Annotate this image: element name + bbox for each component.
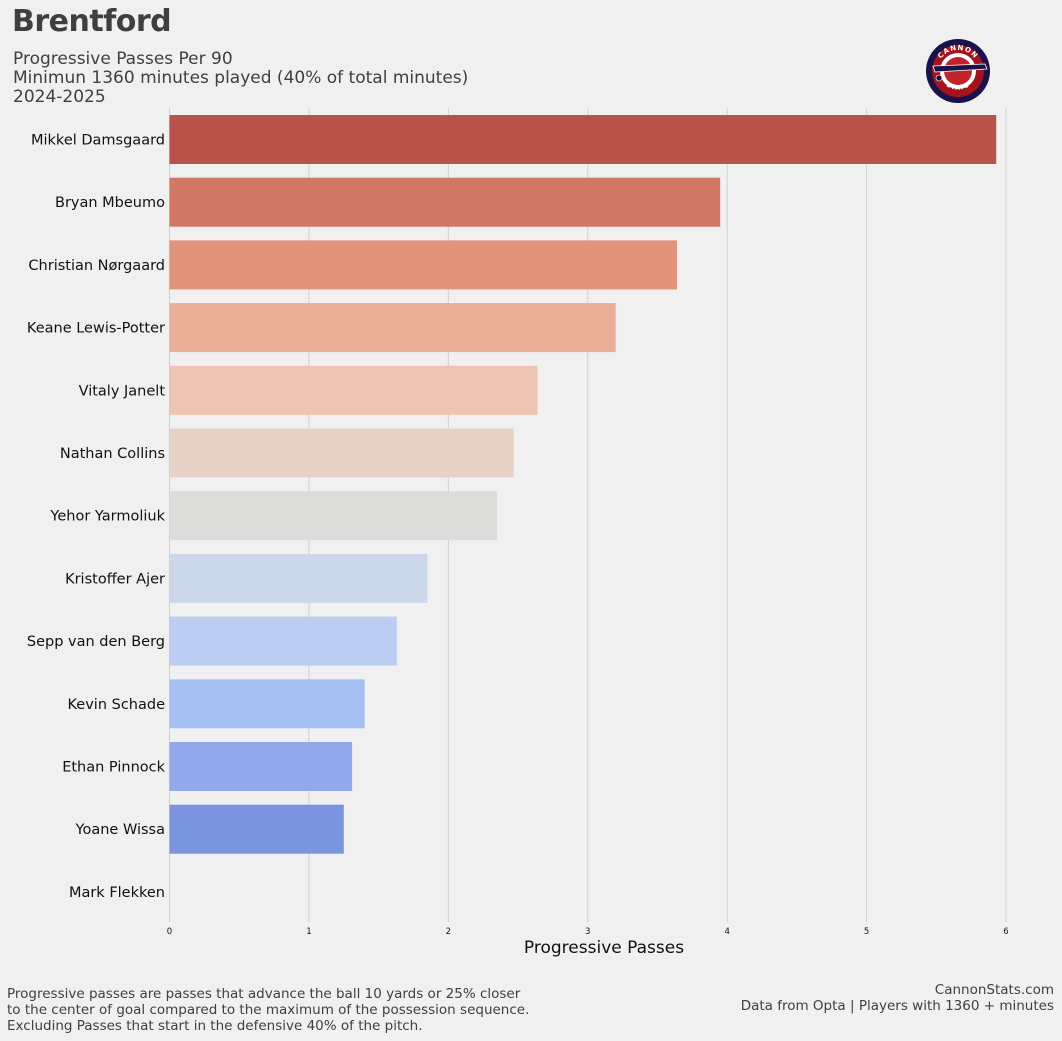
category-label: Bryan Mbeumo	[55, 195, 165, 211]
x-tick-label: 3	[585, 927, 590, 937]
footnote-line: to the center of goal compared to the ma…	[7, 1002, 530, 1018]
logo-bottom-text: STATS	[945, 82, 970, 92]
bar	[169, 804, 344, 854]
category-label: Vitaly Janelt	[79, 383, 166, 399]
credit-line: Data from Opta | Players with 1360 + min…	[740, 998, 1054, 1014]
footnote-line: Progressive passes are passes that advan…	[7, 986, 521, 1002]
bar	[169, 679, 365, 729]
category-label: Christian Nørgaard	[28, 258, 165, 274]
x-tick-label: 2	[446, 927, 451, 937]
x-tick-labels: 0 1 2 3 4 5 6	[167, 927, 1009, 937]
team-title: Brentford	[12, 4, 172, 39]
category-label: Sepp van den Berg	[27, 634, 165, 650]
footnote-line: Excluding Passes that start in the defen…	[7, 1018, 423, 1034]
x-axis-label: Progressive Passes	[524, 938, 684, 958]
bar	[169, 177, 721, 227]
bar	[169, 365, 538, 415]
category-label: Ethan Pinnock	[62, 760, 165, 776]
bar	[169, 616, 397, 666]
category-label: Mark Flekken	[69, 885, 165, 901]
chart-subtitle: Progressive Passes Per 90 Minimun 1360 m…	[13, 50, 468, 107]
category-label: Yehor Yarmoliuk	[49, 509, 165, 525]
x-tick-label: 1	[306, 927, 311, 937]
bar	[169, 240, 677, 290]
bar	[169, 742, 353, 791]
subtitle-line: Minimun 1360 minutes played (40% of tota…	[13, 68, 469, 88]
credits: CannonStats.com Data from Opta | Players…	[741, 982, 1054, 1014]
category-label: Nathan Collins	[60, 446, 165, 462]
subtitle-line: 2024-2025	[13, 87, 106, 107]
bar	[169, 491, 498, 541]
x-tick-label: 5	[864, 927, 869, 937]
category-label: Yoane Wissa	[75, 822, 165, 838]
category-labels: Mikkel Damsgaard Bryan Mbeumo Christian Nø…	[27, 133, 166, 901]
bar	[169, 553, 428, 603]
x-tick-label: 6	[1003, 927, 1008, 937]
category-label: Kevin Schade	[68, 697, 166, 713]
cannon-stats-logo: CANNON STATS	[926, 39, 990, 103]
bars	[169, 115, 997, 854]
x-tick-label: 0	[167, 927, 172, 937]
category-label: Keane Lewis-Potter	[27, 321, 165, 337]
category-label: Kristoffer Ajer	[65, 571, 165, 587]
credit-line: CannonStats.com	[934, 982, 1054, 998]
category-label: Mikkel Damsgaard	[31, 133, 165, 149]
x-tick-label: 4	[724, 927, 729, 937]
bar	[169, 115, 997, 164]
bar	[169, 428, 514, 478]
footnote: Progressive passes are passes that advan…	[7, 986, 529, 1034]
bar	[169, 303, 616, 353]
svg-text:STATS: STATS	[945, 82, 971, 92]
subtitle-line: Progressive Passes Per 90	[13, 49, 233, 69]
